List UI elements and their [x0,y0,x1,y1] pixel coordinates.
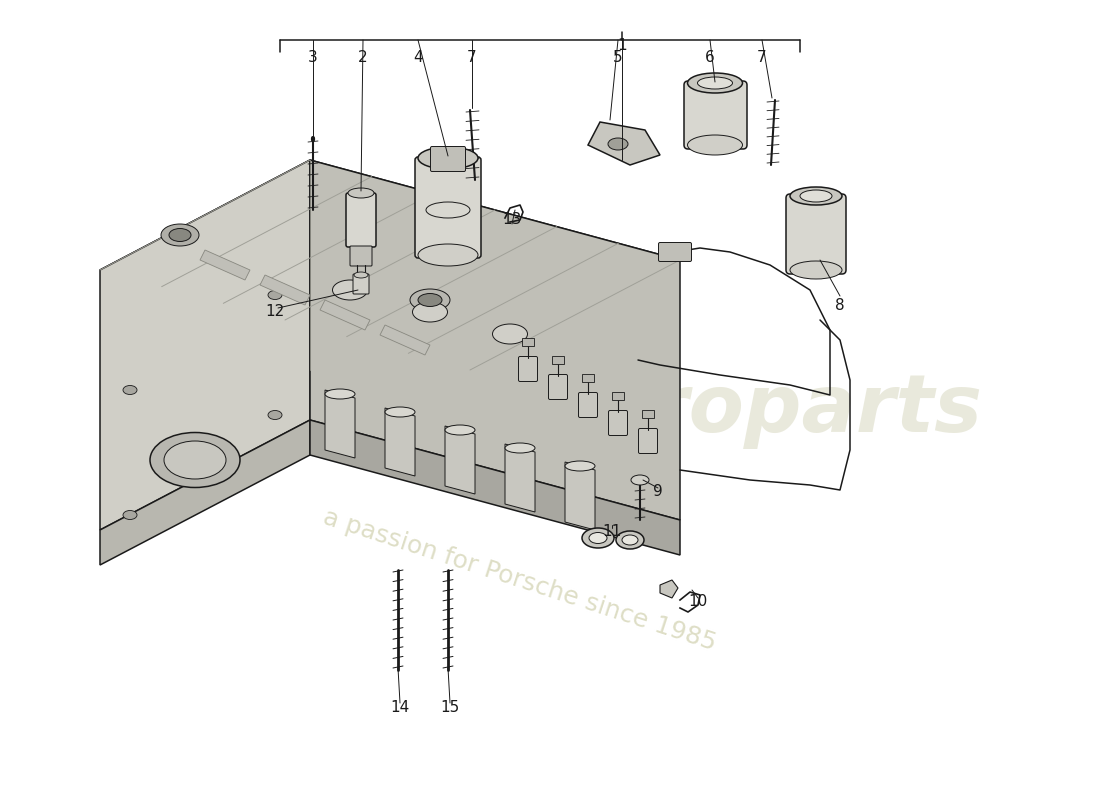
Polygon shape [660,580,678,598]
Ellipse shape [697,77,733,89]
Polygon shape [100,420,310,565]
Text: 10: 10 [689,594,707,610]
Polygon shape [310,420,680,555]
Text: 2: 2 [359,50,367,66]
Bar [582,374,594,382]
Ellipse shape [150,433,240,487]
Polygon shape [324,390,355,458]
Polygon shape [385,408,415,476]
Polygon shape [200,250,250,280]
Ellipse shape [161,224,199,246]
Text: 3: 3 [308,50,318,66]
Ellipse shape [123,510,138,519]
Polygon shape [588,122,660,165]
Ellipse shape [790,261,842,279]
Ellipse shape [123,386,138,394]
Text: 12: 12 [265,305,285,319]
Ellipse shape [631,475,649,485]
Text: 6: 6 [705,50,715,66]
Ellipse shape [582,528,614,548]
Ellipse shape [621,535,638,545]
FancyBboxPatch shape [579,393,597,418]
Ellipse shape [505,443,535,453]
Ellipse shape [354,272,368,278]
Ellipse shape [268,410,282,419]
Ellipse shape [446,425,475,435]
Ellipse shape [493,324,528,344]
Ellipse shape [616,531,644,549]
Polygon shape [100,160,310,530]
Ellipse shape [688,73,742,93]
Bar [522,338,534,346]
Text: 9: 9 [653,485,663,499]
FancyBboxPatch shape [430,146,465,171]
Polygon shape [565,462,595,530]
Polygon shape [260,275,310,305]
FancyBboxPatch shape [353,274,369,294]
Text: europarts: europarts [538,371,982,449]
Ellipse shape [348,188,374,198]
Polygon shape [505,444,535,512]
Ellipse shape [418,244,478,266]
Polygon shape [100,160,680,370]
Text: 7: 7 [468,50,476,66]
Ellipse shape [800,190,832,202]
FancyBboxPatch shape [608,410,627,435]
Ellipse shape [608,138,628,150]
Ellipse shape [418,294,442,306]
FancyBboxPatch shape [346,193,376,247]
Ellipse shape [790,187,842,205]
FancyBboxPatch shape [415,157,481,258]
Bar [642,410,654,418]
Polygon shape [310,160,680,520]
FancyBboxPatch shape [659,242,692,262]
Text: 4: 4 [414,50,422,66]
Ellipse shape [332,280,367,300]
Ellipse shape [169,229,191,242]
Text: 15: 15 [440,701,460,715]
Ellipse shape [418,147,478,169]
Ellipse shape [268,290,282,299]
Polygon shape [446,426,475,494]
Text: 8: 8 [835,298,845,313]
Polygon shape [379,325,430,355]
Text: 14: 14 [390,701,409,715]
Text: 13: 13 [503,213,521,227]
FancyBboxPatch shape [518,357,538,382]
FancyBboxPatch shape [350,246,372,266]
FancyBboxPatch shape [684,81,747,149]
Polygon shape [320,300,370,330]
Ellipse shape [410,289,450,311]
Ellipse shape [565,461,595,471]
FancyBboxPatch shape [786,194,846,274]
FancyBboxPatch shape [549,374,568,399]
Ellipse shape [324,389,355,399]
Ellipse shape [688,135,742,155]
Ellipse shape [588,533,607,543]
Text: 11: 11 [603,525,622,539]
Text: a passion for Porsche since 1985: a passion for Porsche since 1985 [320,505,719,655]
Text: 7: 7 [757,50,767,66]
Bar [612,392,624,400]
Ellipse shape [164,441,226,479]
FancyBboxPatch shape [638,429,658,454]
Bar [552,356,564,364]
Ellipse shape [385,407,415,417]
Text: 1: 1 [617,38,627,53]
Text: 5: 5 [613,50,623,66]
Ellipse shape [412,302,448,322]
